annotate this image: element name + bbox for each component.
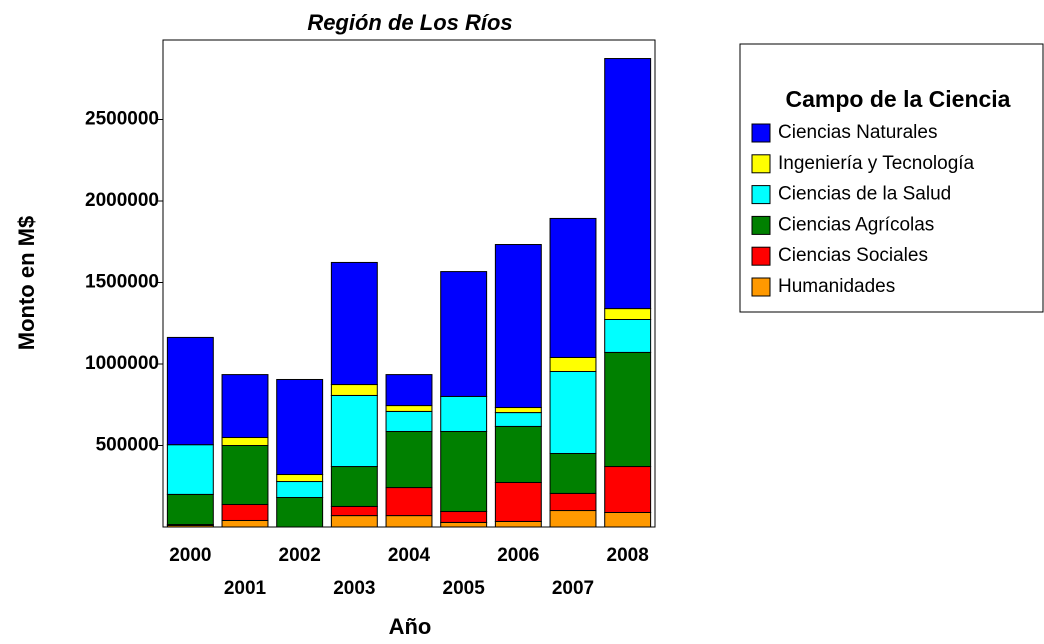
bar-segment: [604, 466, 652, 513]
bar-segment: [166, 444, 214, 495]
legend-swatch: [751, 123, 771, 143]
bar-segment: [549, 510, 597, 528]
bar-segment: [330, 505, 378, 517]
legend-swatch: [751, 154, 771, 174]
bar-segment: [385, 430, 433, 489]
legend-swatch: [751, 246, 771, 266]
bar-segment: [385, 515, 433, 528]
legend-title: Campo de la Ciencia: [786, 86, 1011, 112]
y-tick-label: 1000000: [85, 353, 159, 374]
bar-segment: [549, 356, 597, 372]
legend-label: Ciencias Naturales: [778, 122, 937, 143]
x-tick-label: 2003: [333, 578, 375, 599]
bar-segment: [330, 384, 378, 396]
bar-segment: [604, 351, 652, 468]
bar-segment: [221, 374, 269, 439]
bar-segment: [549, 492, 597, 512]
bar-segment: [549, 452, 597, 494]
bar-segment: [276, 481, 324, 498]
legend-swatch: [751, 277, 771, 297]
bar-segment: [166, 336, 214, 446]
bar-segment: [276, 496, 324, 528]
legend-label: Ciencias de la Salud: [778, 184, 951, 205]
bar-segment: [604, 511, 652, 528]
x-tick-label: 2006: [497, 545, 539, 566]
bar-segment: [440, 511, 488, 523]
x-tick-label: 2002: [279, 545, 321, 566]
legend-label: Humanidades: [778, 276, 895, 297]
y-axis-title: Monto en M$: [14, 216, 39, 350]
bar-segment: [440, 521, 488, 528]
bar-segment: [494, 412, 542, 427]
legend-label: Ciencias Agrícolas: [778, 214, 934, 235]
bar-segment: [604, 319, 652, 353]
bar-segment: [330, 261, 378, 386]
bar-segment: [221, 445, 269, 506]
bar-segment: [604, 58, 652, 310]
bar-segment: [494, 425, 542, 484]
bar-segment: [494, 407, 542, 414]
bar-segment: [385, 410, 433, 432]
bar-segment: [494, 520, 542, 528]
bar-segment: [330, 466, 378, 507]
legend-swatch: [751, 185, 771, 205]
x-tick-label: 2008: [607, 545, 649, 566]
bar-segment: [276, 474, 324, 483]
bar-segment: [221, 437, 269, 447]
bar-segment: [276, 378, 324, 476]
legend-label: Ingeniería y Tecnología: [778, 153, 975, 174]
x-axis-title: Año: [389, 614, 432, 639]
bar-segment: [494, 482, 542, 522]
bar-segment: [440, 430, 488, 513]
bar-segment: [494, 244, 542, 409]
legend-swatch: [751, 215, 771, 235]
bar-segment: [330, 515, 378, 528]
bar-segment: [549, 370, 597, 454]
bar-segment: [385, 374, 433, 407]
bar-segment: [221, 519, 269, 528]
y-tick-label: 500000: [96, 435, 159, 456]
x-tick-label: 2007: [552, 578, 594, 599]
y-tick-label: 2500000: [85, 109, 159, 130]
legend-box: [739, 43, 1044, 313]
bar-segment: [604, 308, 652, 321]
bar-segment: [385, 405, 433, 412]
bar-segment: [440, 271, 488, 397]
x-tick-label: 2005: [443, 578, 486, 599]
bar-segment: [385, 487, 433, 517]
x-tick-label: 2001: [224, 578, 267, 599]
bar-segment: [166, 493, 214, 526]
y-tick-label: 1500000: [85, 272, 159, 293]
bar-segment: [221, 504, 269, 521]
bar-segment: [330, 394, 378, 468]
x-tick-label: 2000: [169, 545, 211, 566]
legend-label: Ciencias Sociales: [778, 245, 928, 266]
bar-segment: [549, 217, 597, 358]
x-tick-label: 2004: [388, 545, 431, 566]
chart-title: Región de Los Ríos: [307, 10, 512, 35]
bar-segment: [440, 395, 488, 432]
y-tick-label: 2000000: [85, 190, 159, 211]
